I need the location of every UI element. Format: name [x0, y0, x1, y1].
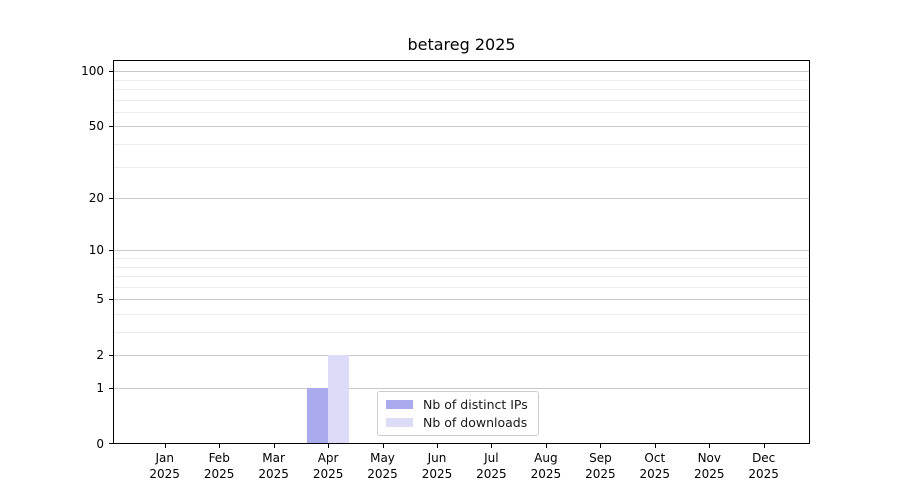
gridline-major: [113, 198, 810, 200]
gridline-major: [113, 71, 810, 73]
gridline-minor: [113, 144, 810, 145]
gridline-minor: [113, 276, 810, 277]
legend-item: Nb of distinct IPs: [386, 397, 528, 412]
x-axis-tick: [491, 444, 493, 448]
x-axis-tick-label: Aug 2025: [530, 451, 562, 481]
gridline-minor: [113, 258, 810, 259]
x-axis-tick: [600, 444, 602, 448]
x-axis-tick-label: Apr 2025: [312, 451, 344, 481]
gridline-minor: [113, 332, 810, 333]
x-axis-tick-label: Mar 2025: [258, 451, 289, 481]
y-axis-tick: [109, 126, 113, 128]
plot-area: [109, 60, 810, 448]
legend-item: Nb of downloads: [386, 415, 528, 430]
gridline-major: [113, 355, 810, 357]
gridline-minor: [113, 286, 810, 288]
y-axis-tick: [109, 250, 113, 252]
y-axis-tick-label: 50: [88, 118, 104, 133]
legend-label: Nb of downloads: [423, 415, 528, 430]
x-axis-tick: [219, 444, 221, 448]
y-axis-tick-label: 2: [96, 347, 104, 362]
y-axis-tick: [109, 71, 113, 73]
legend-label: Nb of distinct IPs: [423, 397, 528, 412]
x-axis-tick: [328, 444, 330, 448]
x-axis-tick-label: May 2025: [367, 451, 398, 481]
gridline-major: [113, 388, 810, 389]
x-axis-tick-label: Jun 2025: [421, 451, 453, 481]
x-axis-tick: [382, 444, 384, 448]
x-axis-tick: [709, 444, 711, 448]
gridline-minor: [113, 266, 810, 268]
x-axis-tick-label: Oct 2025: [639, 451, 671, 481]
x-axis-tick-label: Nov 2025: [694, 451, 725, 481]
legend: Nb of distinct IPs Nb of downloads: [377, 391, 539, 436]
y-axis-tick-label: 5: [96, 291, 104, 306]
gridline-minor: [113, 111, 810, 113]
x-axis-tick: [763, 444, 765, 448]
y-axis-tick: [109, 198, 113, 200]
legend-swatch-distinct-ips: [386, 400, 413, 409]
x-axis-tick: [437, 444, 438, 448]
bar-nb-of-distinct-ips: [307, 388, 329, 444]
gridline-minor: [113, 89, 810, 90]
x-axis-tick: [545, 444, 547, 448]
x-axis-tick-label: Feb 2025: [203, 451, 235, 481]
x-axis-tick-label: Jan 2025: [149, 451, 180, 481]
y-axis-tick: [109, 355, 113, 357]
y-axis-tick-label: 100: [81, 63, 104, 78]
gridline-major: [113, 299, 810, 301]
gridline-minor: [113, 79, 810, 81]
x-axis-tick: [273, 444, 275, 448]
y-axis-tick-label: 10: [88, 242, 104, 257]
y-axis-tick-label: 1: [96, 380, 104, 395]
x-axis-tick: [654, 444, 656, 448]
gridline-minor: [113, 314, 810, 315]
y-axis-tick-label: 0: [96, 436, 104, 451]
y-axis-tick: [109, 443, 113, 444]
y-axis-tick: [109, 299, 113, 301]
bar-nb-of-downloads: [328, 355, 350, 444]
y-axis-tick: [109, 388, 113, 389]
y-axis-tick-label: 20: [88, 190, 104, 205]
x-axis-tick-label: Sep 2025: [585, 451, 616, 481]
legend-swatch-downloads: [386, 418, 413, 427]
chart-title: betareg 2025: [407, 35, 516, 54]
gridline-minor: [113, 99, 810, 101]
gridline-minor: [113, 166, 810, 168]
x-axis-tick-label: Dec 2025: [748, 451, 779, 481]
x-axis-tick-label: Jul 2025: [476, 451, 507, 481]
plot-frame: [113, 60, 810, 444]
x-axis-tick: [164, 444, 166, 448]
gridline-major: [113, 250, 810, 252]
gridline-major: [113, 126, 810, 128]
